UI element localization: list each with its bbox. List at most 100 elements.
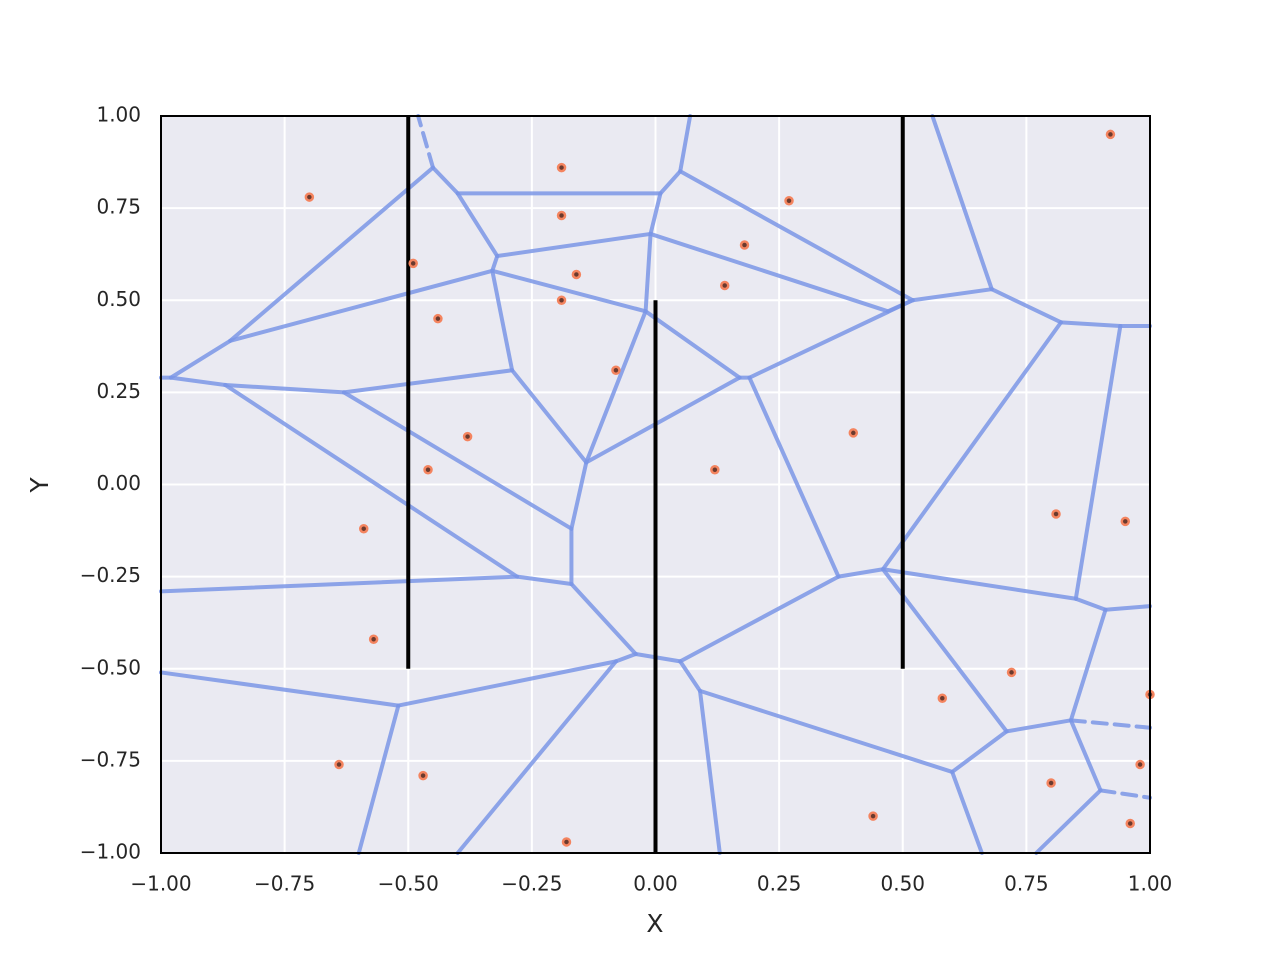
voronoi-edge-dashed xyxy=(1068,718,1152,730)
y-tick-label: 0.00 xyxy=(96,471,141,495)
voronoi-edge xyxy=(989,287,1063,325)
voronoi-edge-dashed xyxy=(1098,788,1152,800)
x-tick-label: −0.50 xyxy=(378,872,439,896)
point xyxy=(368,634,379,645)
voronoi-edge xyxy=(341,390,574,531)
voronoi-edge xyxy=(633,652,683,664)
point xyxy=(719,280,730,291)
y-tick-label: 1.00 xyxy=(96,103,141,127)
point xyxy=(848,428,859,438)
point xyxy=(1105,129,1116,140)
voronoi-edge xyxy=(341,368,515,395)
voronoi-edge xyxy=(698,688,722,855)
voronoi-edge xyxy=(643,309,742,380)
voronoi-edge xyxy=(228,268,495,343)
y-tick-label: 0.50 xyxy=(96,287,141,311)
voronoi-edge xyxy=(495,231,653,259)
x-axis-label: X xyxy=(646,909,663,938)
point xyxy=(571,269,582,280)
point xyxy=(1051,509,1061,519)
point xyxy=(304,192,315,202)
voronoi-edge xyxy=(515,574,574,586)
voronoi-edge xyxy=(584,375,742,465)
x-tick-label: −1.00 xyxy=(130,872,191,896)
voronoi-edge xyxy=(1034,788,1103,855)
y-tick-label: −1.00 xyxy=(80,840,141,864)
voronoi-edge xyxy=(569,460,589,531)
voronoi-edge xyxy=(678,114,693,174)
voronoi-edge xyxy=(1073,324,1123,601)
voronoi-edge xyxy=(648,191,663,236)
point xyxy=(334,759,344,770)
voronoi-edge xyxy=(584,309,648,465)
voronoi-edge xyxy=(698,688,955,774)
y-tick-label: −0.75 xyxy=(80,747,141,771)
voronoi-edge xyxy=(880,567,1078,601)
voronoi-edge xyxy=(159,670,401,708)
voronoi-edge xyxy=(880,320,1063,572)
voronoi-edge xyxy=(950,769,984,855)
voronoi-edge xyxy=(510,368,589,465)
voronoi-edge xyxy=(643,231,653,314)
x-tick-label: 0.75 xyxy=(1004,872,1049,896)
voronoi-edge xyxy=(168,375,228,388)
x-tick-label: 1.00 xyxy=(1128,872,1173,896)
voronoi-edge xyxy=(223,383,346,395)
voronoi-edge xyxy=(223,383,520,579)
voronoi-edge xyxy=(678,169,915,303)
voronoi-edge-dashed xyxy=(416,114,435,170)
voronoi-edge xyxy=(648,231,890,314)
point xyxy=(784,196,794,206)
voronoi-edge xyxy=(930,114,994,292)
x-tick-label: 0.25 xyxy=(757,872,802,896)
point xyxy=(1135,759,1145,770)
voronoi-edge xyxy=(168,338,233,380)
y-tick-label: −0.25 xyxy=(80,563,141,587)
voronoi-edge xyxy=(1068,718,1103,793)
voronoi-edge xyxy=(1103,604,1152,612)
voronoi-edge xyxy=(356,703,401,855)
voronoi-edge xyxy=(1073,596,1108,612)
voronoi-edge xyxy=(1068,607,1108,723)
point xyxy=(462,431,473,442)
voronoi-edge xyxy=(490,268,648,314)
point xyxy=(611,365,621,376)
y-tick-label: 0.25 xyxy=(96,379,141,403)
voronoi-edge xyxy=(1004,718,1073,734)
voronoi-edge xyxy=(747,298,915,380)
x-tick-label: 0.00 xyxy=(633,872,678,896)
point xyxy=(1006,667,1017,678)
point xyxy=(868,811,878,821)
voronoi-edge xyxy=(658,169,683,196)
point xyxy=(710,465,720,475)
y-axis-label: Y xyxy=(25,477,54,494)
voronoi-edge xyxy=(747,375,841,579)
voronoi-edge xyxy=(490,254,500,273)
point xyxy=(561,837,572,847)
voronoi-edge xyxy=(490,268,515,373)
point xyxy=(739,240,750,250)
voronoi-edge xyxy=(950,729,1009,774)
y-tick-label: −0.50 xyxy=(80,655,141,679)
point xyxy=(1120,516,1131,527)
point xyxy=(408,258,418,269)
point xyxy=(1046,778,1056,788)
point xyxy=(1125,818,1135,829)
point xyxy=(358,523,369,534)
voronoi-edge xyxy=(455,659,618,855)
voronoi-edge xyxy=(678,574,841,664)
voronoi-edge xyxy=(159,574,520,594)
x-tick-label: 0.50 xyxy=(880,872,925,896)
voronoi-edge xyxy=(228,165,435,343)
point xyxy=(418,770,428,781)
voronoi-edge xyxy=(1058,320,1123,329)
point xyxy=(556,162,567,173)
y-tick-label: 0.75 xyxy=(96,195,141,219)
voronoi-edge xyxy=(885,298,915,314)
point xyxy=(556,295,567,305)
point xyxy=(423,465,433,475)
voronoi-edge xyxy=(396,659,618,708)
voronoi-edge xyxy=(678,659,703,693)
